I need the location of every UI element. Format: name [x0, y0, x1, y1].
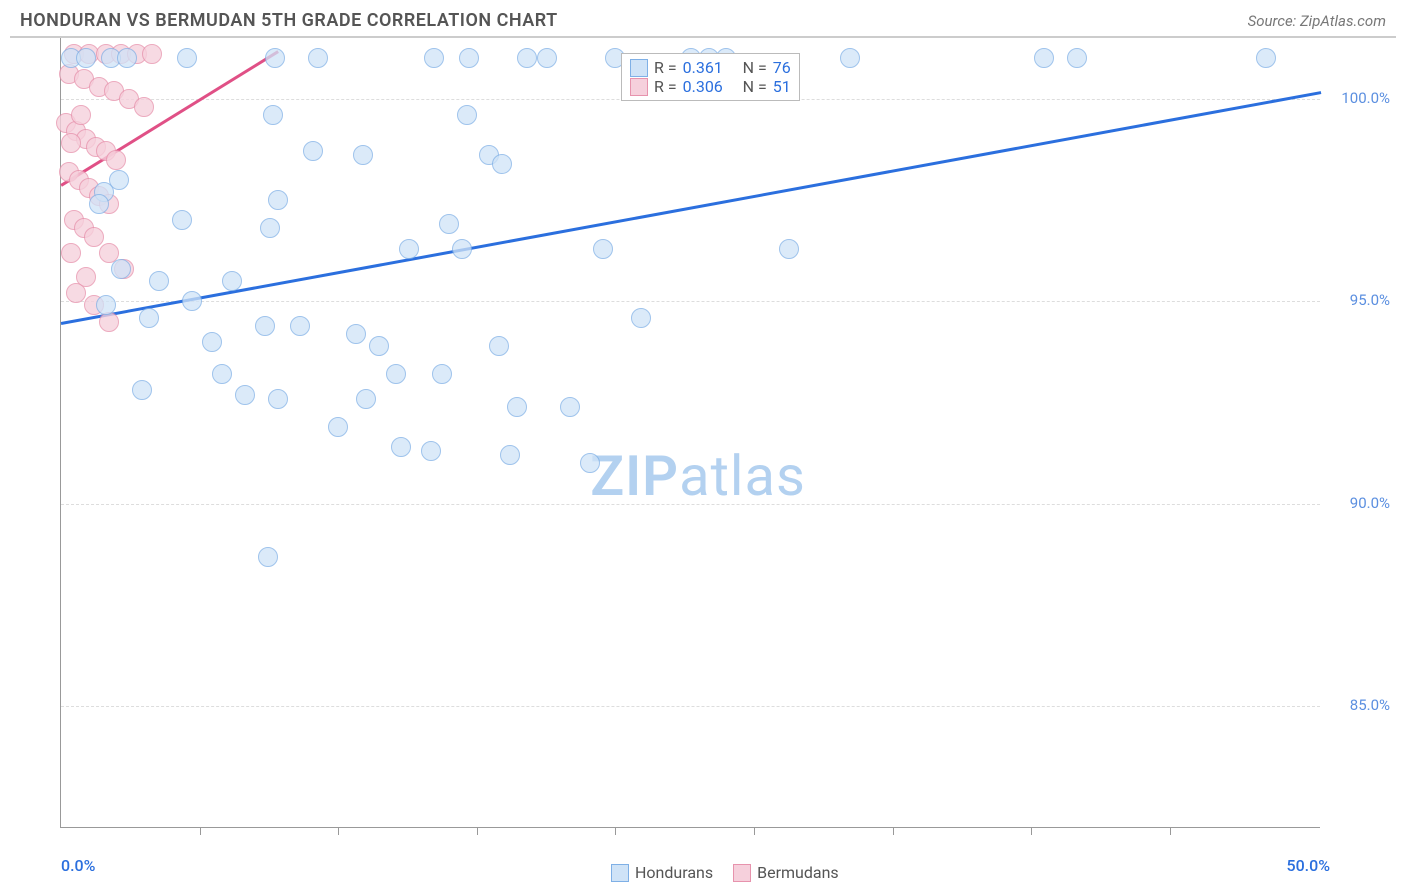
data-point [268, 389, 288, 409]
data-point [1067, 48, 1087, 68]
data-point [265, 48, 285, 68]
data-point [432, 364, 452, 384]
legend-item: Bermudans [733, 863, 839, 882]
data-point [560, 397, 580, 417]
data-point [134, 97, 154, 117]
data-point [439, 214, 459, 234]
stats-box: R =0.361N =76R =0.306N =51 [621, 53, 800, 101]
y-tick-label: 95.0% [1330, 291, 1390, 309]
x-min-label: 0.0% [61, 856, 95, 875]
stats-row: R =0.361N =76 [630, 58, 791, 77]
data-point [356, 389, 376, 409]
gridline [61, 504, 1320, 505]
data-point [142, 44, 162, 64]
chart-title: HONDURAN VS BERMUDAN 5TH GRADE CORRELATI… [20, 10, 558, 31]
data-point [631, 308, 651, 328]
legend: Hondurans Bermudans [611, 863, 839, 882]
data-point [492, 154, 512, 174]
data-point [424, 48, 444, 68]
data-point [132, 380, 152, 400]
data-point [117, 48, 137, 68]
data-point [386, 364, 406, 384]
x-tick [477, 827, 478, 835]
chart-container: 5th Grade 100.0%95.0%90.0%85.0%ZIPatlasR… [10, 36, 1396, 38]
legend-item: Hondurans [611, 863, 713, 882]
data-point [500, 445, 520, 465]
data-point [255, 316, 275, 336]
data-point [149, 271, 169, 291]
trend-line [60, 50, 278, 186]
x-tick [338, 827, 339, 835]
data-point [840, 48, 860, 68]
y-tick-label: 85.0% [1330, 696, 1390, 714]
data-point [268, 190, 288, 210]
data-point [593, 239, 613, 259]
legend-swatch [733, 864, 751, 882]
data-point [222, 271, 242, 291]
data-point [212, 364, 232, 384]
y-tick-label: 90.0% [1330, 494, 1390, 512]
data-point [182, 291, 202, 311]
data-point [346, 324, 366, 344]
data-point [139, 308, 159, 328]
data-point [84, 227, 104, 247]
data-point [580, 453, 600, 473]
data-point [96, 295, 116, 315]
data-point [459, 48, 479, 68]
x-tick [893, 827, 894, 835]
x-tick [1170, 827, 1171, 835]
data-point [369, 336, 389, 356]
data-point [66, 283, 86, 303]
series-swatch [630, 78, 648, 96]
legend-swatch [611, 864, 629, 882]
source-credit: Source: ZipAtlas.com [1248, 12, 1386, 30]
x-tick [615, 827, 616, 835]
data-point [517, 48, 537, 68]
data-point [489, 336, 509, 356]
data-point [202, 332, 222, 352]
data-point [421, 441, 441, 461]
data-point [1034, 48, 1054, 68]
data-point [172, 210, 192, 230]
data-point [537, 48, 557, 68]
data-point [779, 239, 799, 259]
data-point [106, 150, 126, 170]
data-point [353, 145, 373, 165]
y-tick-label: 100.0% [1330, 89, 1390, 107]
x-tick [1031, 827, 1032, 835]
stats-row: R =0.306N =51 [630, 77, 791, 96]
x-max-label: 50.0% [1286, 856, 1330, 875]
data-point [61, 133, 81, 153]
data-point [303, 141, 323, 161]
data-point [263, 105, 283, 125]
data-point [177, 48, 197, 68]
data-point [328, 417, 348, 437]
data-point [260, 218, 280, 238]
gridline [61, 706, 1320, 707]
series-swatch [630, 59, 648, 77]
data-point [452, 239, 472, 259]
data-point [76, 48, 96, 68]
watermark: ZIPatlas [590, 443, 806, 509]
data-point [235, 385, 255, 405]
data-point [61, 243, 81, 263]
trend-line [61, 91, 1321, 324]
data-point [290, 316, 310, 336]
data-point [89, 194, 109, 214]
data-point [457, 105, 477, 125]
x-tick [754, 827, 755, 835]
x-tick [200, 827, 201, 835]
data-point [71, 105, 91, 125]
data-point [258, 547, 278, 567]
data-point [399, 239, 419, 259]
data-point [507, 397, 527, 417]
gridline [61, 301, 1320, 302]
scatter-plot: 100.0%95.0%90.0%85.0%ZIPatlasR =0.361N =… [60, 38, 1320, 828]
data-point [1256, 48, 1276, 68]
data-point [391, 437, 411, 457]
data-point [308, 48, 328, 68]
data-point [111, 259, 131, 279]
